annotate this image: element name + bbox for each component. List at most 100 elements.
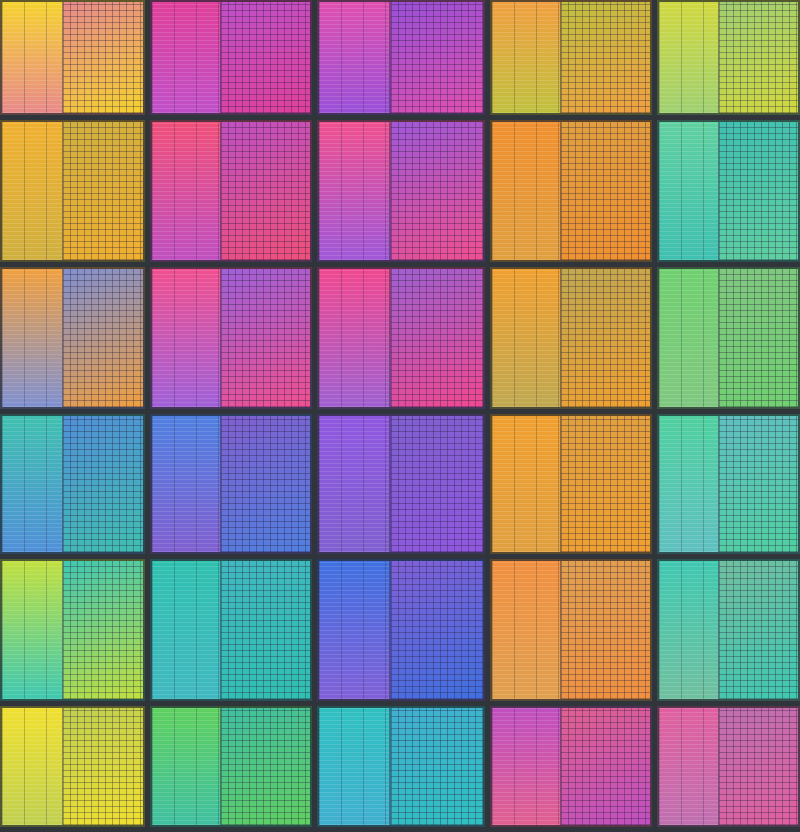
die-tex [719,122,798,260]
die [0,706,145,827]
die [317,267,485,409]
die-left [2,416,63,552]
die-left [659,269,720,407]
die-tex2 [492,2,561,113]
die-tex2 [492,561,561,699]
die-tex [560,561,650,699]
die-left [492,416,561,552]
die-left [492,269,561,407]
die [150,559,312,701]
die-left [319,2,390,113]
die-left [152,561,221,699]
die-left [2,561,63,699]
die-tex [63,561,143,699]
die-right [63,708,143,825]
die-right [560,416,650,552]
die-tex [719,561,798,699]
die-right [220,416,310,552]
die-right [63,561,143,699]
die-right [719,269,798,407]
die-right [220,122,310,260]
die-tex [719,269,798,407]
die-right [220,708,310,825]
die-right [220,269,310,407]
die [317,0,485,115]
die-right [719,708,798,825]
die-tex2 [2,2,63,113]
die [657,267,800,409]
die [317,120,485,262]
die-left [492,2,561,113]
die-tex2 [319,708,390,825]
die-right [63,416,143,552]
die-tex [220,708,310,825]
die-tex [560,708,650,825]
die-tex2 [152,269,221,407]
die-tex [220,269,310,407]
die-left [152,269,221,407]
die-right [390,122,483,260]
die [150,414,312,554]
die-tex2 [659,2,720,113]
die-right [719,416,798,552]
die-tex2 [152,416,221,552]
die-tex [63,416,143,552]
die [150,267,312,409]
die [0,267,145,409]
die [150,0,312,115]
die-left [2,269,63,407]
die-tex [560,269,650,407]
die-right [390,708,483,825]
die [657,559,800,701]
die [0,559,145,701]
die [657,706,800,827]
die [490,706,652,827]
die-tex2 [152,708,221,825]
die-left [319,269,390,407]
die-tex [220,2,310,113]
die-left [659,708,720,825]
die-tex [220,122,310,260]
die [317,559,485,701]
die-right [560,708,650,825]
die-left [659,561,720,699]
die-right [560,122,650,260]
die-left [319,416,390,552]
die-tex [560,416,650,552]
die-right [390,269,483,407]
die-tex2 [659,416,720,552]
die [150,120,312,262]
die-tex2 [152,122,221,260]
die [490,120,652,262]
die-tex2 [152,561,221,699]
die-tex [560,2,650,113]
die-right [63,269,143,407]
die-tex [63,2,143,113]
die [657,414,800,554]
die-left [492,122,561,260]
die [490,414,652,554]
die-tex [390,2,483,113]
die-tex [560,122,650,260]
die-right [719,122,798,260]
die-tex2 [492,416,561,552]
die-tex2 [2,708,63,825]
die-tex2 [319,2,390,113]
die-tex2 [2,416,63,552]
die-left [2,122,63,260]
die-right [390,2,483,113]
die-tex2 [319,122,390,260]
die-tex [719,708,798,825]
die-tex [719,416,798,552]
die-tex2 [319,561,390,699]
die-tex [390,708,483,825]
die-right [560,269,650,407]
die-left [152,122,221,260]
die [490,267,652,409]
die [317,706,485,827]
die [490,0,652,115]
die-tex2 [659,122,720,260]
die-tex [390,122,483,260]
die-tex [220,416,310,552]
die-right [560,561,650,699]
